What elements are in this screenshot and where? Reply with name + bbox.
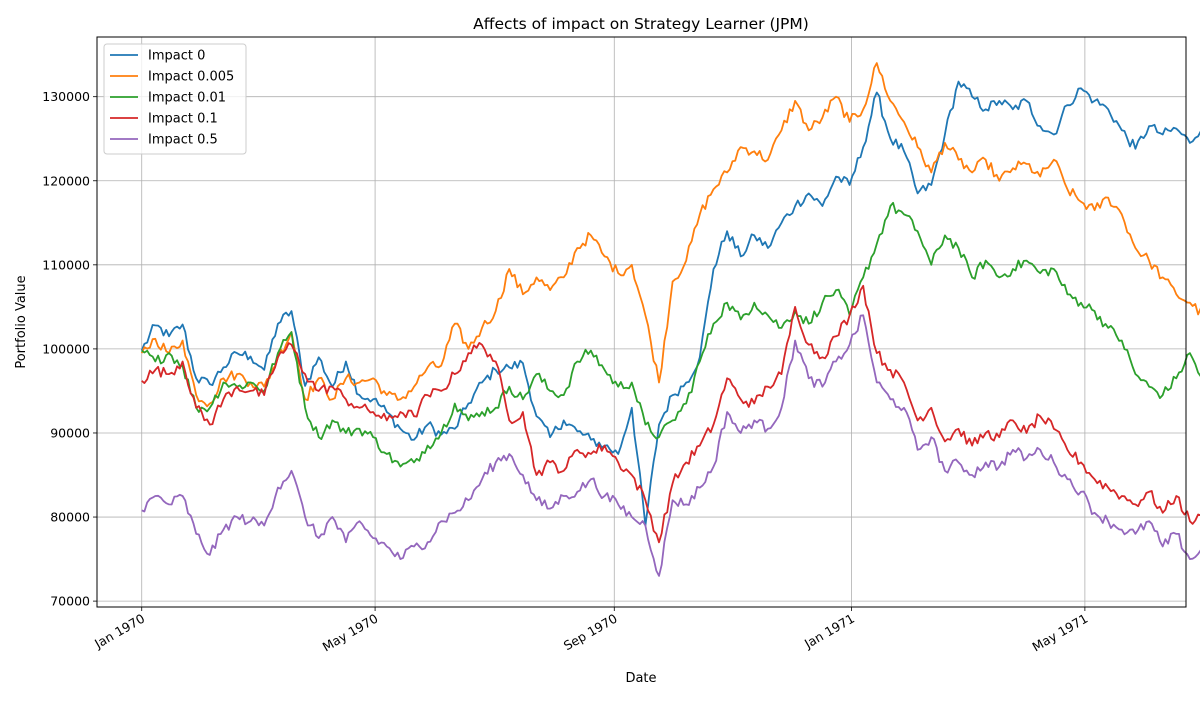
series-line-2 xyxy=(141,201,1200,468)
legend-label-2: Impact 0.01 xyxy=(148,91,226,106)
y-tick-label: 110000 xyxy=(42,257,90,272)
y-tick-label: 90000 xyxy=(50,425,90,440)
legend-box xyxy=(103,43,247,155)
series-line-3 xyxy=(141,284,1200,544)
legend-label-4: Impact 0.5 xyxy=(148,133,218,148)
grid-lines xyxy=(97,37,1186,607)
series-line-4 xyxy=(141,314,1200,577)
y-tick-label: 120000 xyxy=(42,173,90,188)
y-axis-label: Portfolio Value xyxy=(14,275,29,368)
plot-frame xyxy=(96,36,1187,608)
series-line-0 xyxy=(140,80,1200,527)
legend: Impact 0 Impact 0.005 Impact 0.01 Impact 0.… xyxy=(103,43,247,155)
y-tick-label: 80000 xyxy=(50,510,90,525)
series-line-1 xyxy=(140,62,1200,408)
legend-label-0: Impact 0 xyxy=(148,49,205,64)
legend-label-1: Impact 0.005 xyxy=(148,70,234,85)
legend-label-3: Impact 0.1 xyxy=(148,112,218,127)
series-lines xyxy=(140,62,1200,577)
chart-title: Affects of impact on Strategy Learner (J… xyxy=(473,15,809,33)
x-axis-label: Date xyxy=(625,671,656,686)
y-tick-label: 100000 xyxy=(42,341,90,356)
y-tick-label: 70000 xyxy=(50,594,90,609)
y-tick-label: 130000 xyxy=(42,89,90,104)
